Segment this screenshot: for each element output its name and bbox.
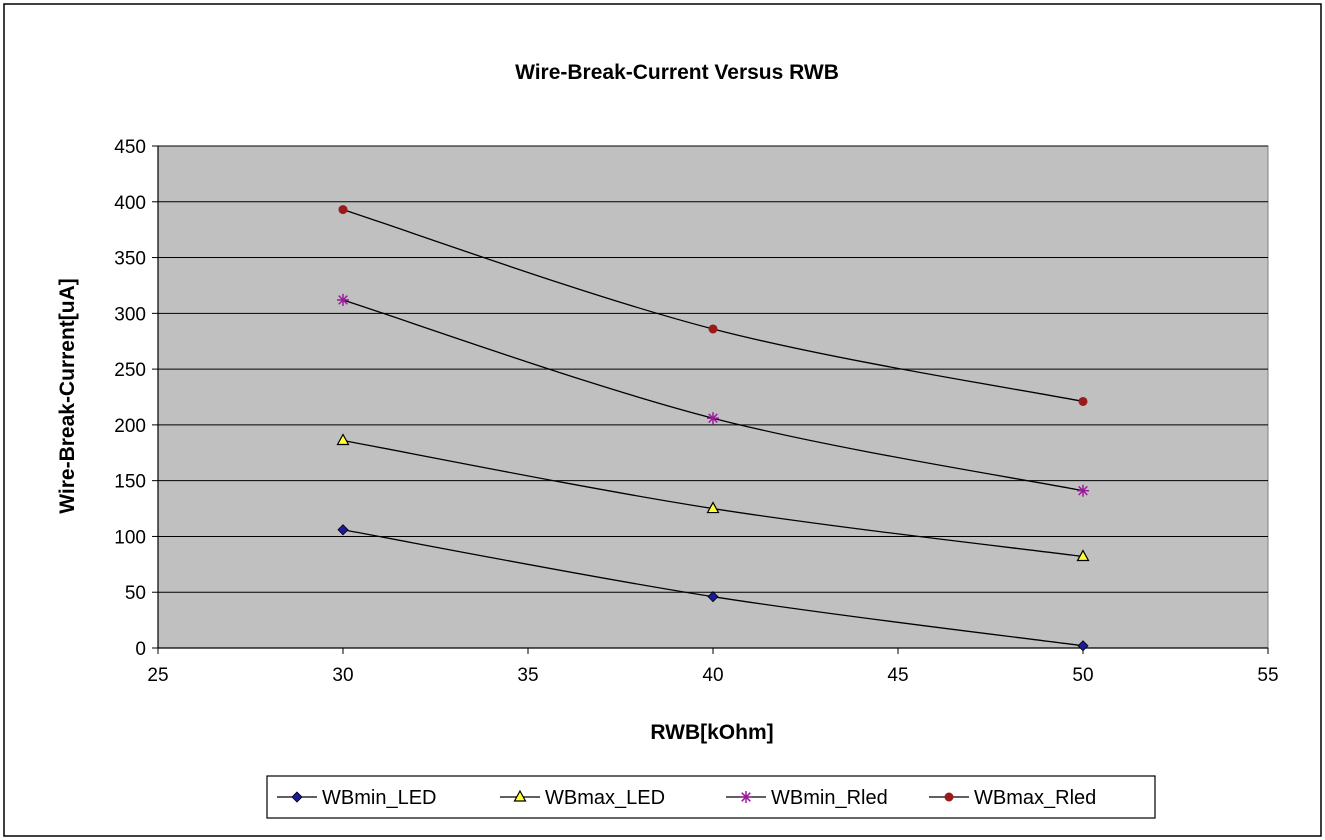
marker-triangle [336, 433, 350, 446]
x-tick-label: 40 [702, 665, 723, 686]
legend-label: WBmax_Rled [974, 787, 1096, 809]
y-tick-label: 250 [114, 360, 146, 381]
marker-diamond [1077, 640, 1089, 652]
y-tick-label: 100 [114, 527, 146, 548]
x-axis: 25 30 35 40 45 50 55 [147, 647, 1279, 686]
gridlines [158, 145, 1268, 593]
marker-diamond [337, 524, 349, 536]
marker-star-stroke [1078, 485, 1088, 496]
y-axis: 0 50 100 150 200 250 300 350 400 450 [114, 137, 159, 660]
chart-title: Wire-Break-Current Versus RWB [515, 61, 839, 84]
y-tick-label: 0 [135, 639, 146, 660]
x-axis-label: RWB[kOhm] [650, 721, 773, 744]
x-tick-label: 45 [887, 665, 908, 686]
legend-entry: WBmax_Rled [929, 787, 1096, 809]
marker-circle [1078, 396, 1088, 406]
y-axis-label: Wire-Break-Current[uA] [56, 278, 79, 514]
marker-star [740, 791, 752, 803]
marker-diamond [707, 591, 719, 603]
x-tick-label: 50 [1072, 665, 1093, 686]
x-tick-label: 30 [332, 665, 353, 686]
marker-star [1077, 484, 1089, 497]
marker-star [337, 293, 349, 306]
marker-diamond [291, 791, 303, 803]
x-tick-label: 55 [1257, 665, 1278, 686]
legend-box [266, 775, 1156, 819]
plot-area [157, 145, 1269, 649]
y-tick-label: 300 [114, 304, 146, 325]
legend-label: WBmin_Rled [771, 787, 888, 809]
x-tick-label: 35 [517, 665, 538, 686]
marker-circle [944, 792, 954, 802]
marker-triangle [1076, 549, 1090, 562]
marker-circle [708, 324, 718, 334]
y-tick-label: 150 [114, 472, 146, 493]
legend-entry: WBmin_LED [277, 787, 436, 809]
y-tick-label: 400 [114, 193, 146, 214]
legend-label: WBmax_LED [545, 787, 665, 809]
y-tick-label: 200 [114, 416, 146, 437]
y-tick-label: 350 [114, 249, 146, 270]
legend-entry: WBmin_Rled [726, 787, 888, 809]
x-tick-label: 25 [147, 665, 168, 686]
y-tick-label: 50 [125, 583, 146, 604]
marker-star-stroke [708, 413, 718, 424]
legend-label: WBmin_LED [322, 787, 436, 809]
marker-star-stroke [338, 295, 348, 305]
y-tick-label: 450 [114, 137, 146, 158]
legend-entry: WBmax_LED [500, 787, 665, 809]
marker-star [707, 412, 719, 425]
marker-triangle [706, 501, 720, 514]
legend: WBmin_LED WBmax_LED WBmin_Rled WBmax_Rled [266, 775, 1156, 819]
series-markers [336, 205, 1090, 652]
marker-triangle [513, 789, 527, 802]
marker-star-stroke [741, 792, 751, 802]
marker-circle [338, 205, 348, 215]
